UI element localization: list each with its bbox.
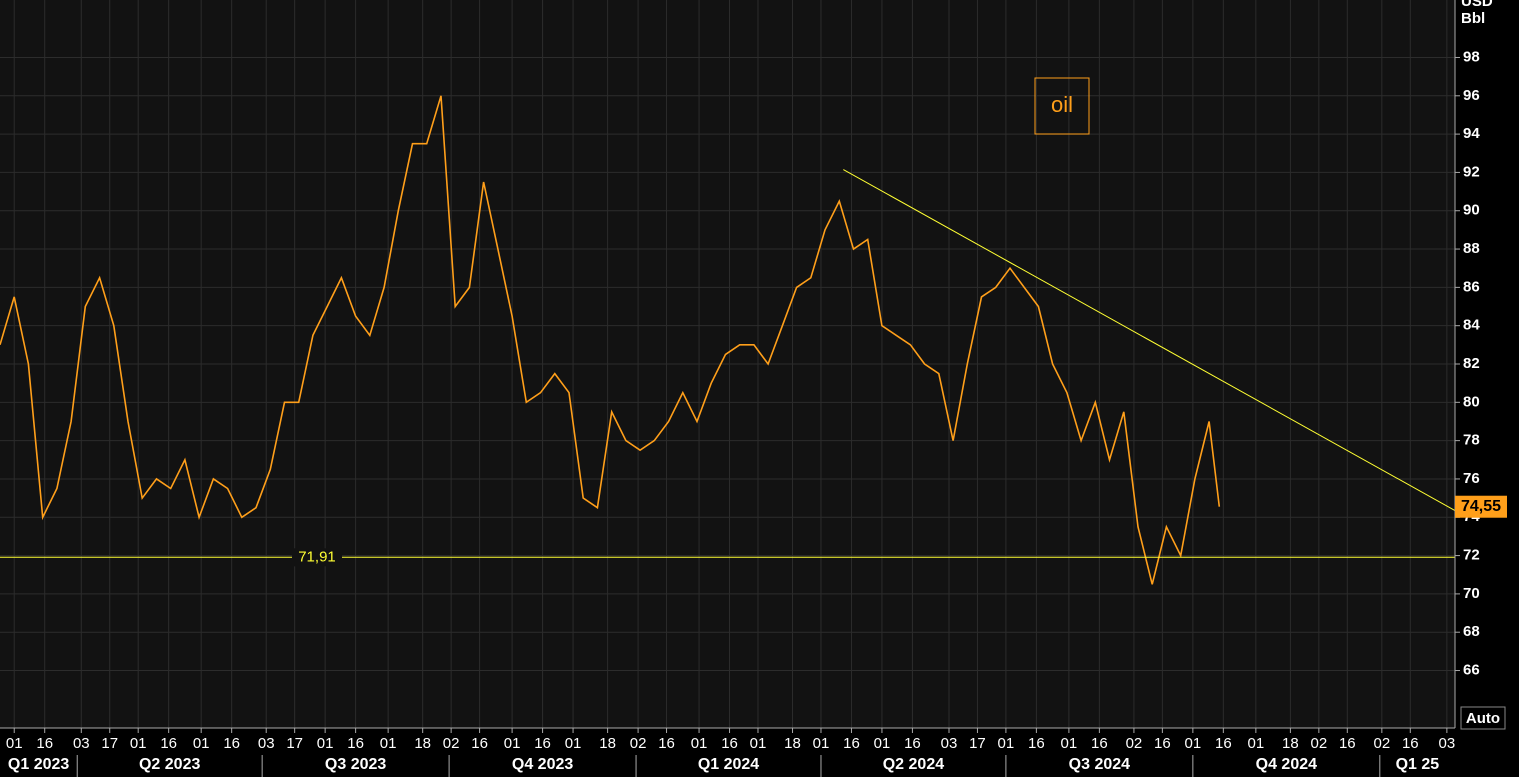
price-line: [0, 95, 1221, 585]
y-unit: USD: [1461, 0, 1493, 10]
x-tick-label: 16: [1215, 735, 1232, 752]
x-tick-label: 16: [471, 735, 488, 752]
x-tick-label: 17: [969, 735, 986, 752]
x-tick-label: 01: [813, 735, 830, 752]
x-tick-label: 16: [160, 735, 177, 752]
auto-button-label[interactable]: Auto: [1466, 710, 1500, 727]
x-tick-label: 03: [258, 735, 275, 752]
support-label-bg: [292, 548, 342, 567]
y-unit: Bbl: [1461, 10, 1485, 27]
x-tick-label: 02: [1373, 735, 1390, 752]
y-tick-label: 94: [1463, 125, 1480, 142]
y-tick-label: 68: [1463, 623, 1480, 640]
x-tick-label: 03: [941, 735, 958, 752]
x-tick-label: 01: [317, 735, 334, 752]
y-tick-label: 78: [1463, 432, 1480, 449]
quarter-label: Q3 2024: [1069, 756, 1130, 773]
y-tick-label: 86: [1463, 278, 1480, 295]
quarter-label: Q1 2023: [8, 756, 69, 773]
x-tick-label: 18: [414, 735, 431, 752]
last-price-tag: [1455, 495, 1507, 518]
y-tick-label: 66: [1463, 661, 1480, 678]
x-tick-label: 16: [721, 735, 738, 752]
x-tick-label: 16: [1154, 735, 1171, 752]
x-tick-label: 16: [1091, 735, 1108, 752]
x-tick-label: 18: [784, 735, 801, 752]
x-tick-label: 03: [73, 735, 90, 752]
trendline: [843, 169, 1456, 511]
x-tick-label: 01: [750, 735, 767, 752]
quarter-label: Q2 2023: [139, 756, 200, 773]
x-tick-label: 18: [599, 735, 616, 752]
support-label: 71,91: [298, 548, 336, 565]
x-tick-label: 01: [193, 735, 210, 752]
x-tick-label: 16: [223, 735, 240, 752]
x-tick-label: 01: [130, 735, 147, 752]
x-tick-label: 17: [286, 735, 303, 752]
y-tick-label: 92: [1463, 163, 1480, 180]
x-tick-label: 01: [1248, 735, 1265, 752]
y-tick-label: 90: [1463, 202, 1480, 219]
y-tick-label: 82: [1463, 355, 1480, 372]
legend-label: oil: [1051, 92, 1073, 117]
x-tick-label: 02: [443, 735, 460, 752]
x-tick-label: 16: [1402, 735, 1419, 752]
x-tick-label: 16: [843, 735, 860, 752]
quarter-label: Q3 2023: [325, 756, 386, 773]
x-tick-label: 01: [565, 735, 582, 752]
x-tick-label: 16: [1339, 735, 1356, 752]
y-tick-label: 98: [1463, 48, 1480, 65]
x-tick-label: 16: [658, 735, 675, 752]
y-tick-label: 70: [1463, 585, 1480, 602]
quarter-label: Q1 25: [1396, 756, 1440, 773]
y-tick-label: 76: [1463, 470, 1480, 487]
x-tick-label: 17: [101, 735, 118, 752]
x-tick-label: 01: [874, 735, 891, 752]
y-tick-label: 80: [1463, 393, 1480, 410]
quarter-label: Q4 2024: [1256, 756, 1317, 773]
y-tick-label: 84: [1463, 317, 1480, 334]
x-tick-label: 02: [630, 735, 647, 752]
x-tick-label: 02: [1126, 735, 1143, 752]
y-tick-label: 96: [1463, 87, 1480, 104]
x-tick-label: 01: [380, 735, 397, 752]
x-tick-label: 01: [504, 735, 521, 752]
auto-button[interactable]: [1460, 706, 1506, 730]
quarter-label: Q2 2024: [883, 756, 944, 773]
x-tick-label: 18: [1282, 735, 1299, 752]
x-tick-label: 16: [534, 735, 551, 752]
quarter-label: Q4 2023: [512, 756, 573, 773]
x-tick-label: 16: [36, 735, 53, 752]
x-tick-label: 01: [691, 735, 708, 752]
x-tick-label: 01: [998, 735, 1015, 752]
legend-box: [1034, 77, 1090, 135]
x-tick-label: 16: [347, 735, 364, 752]
x-tick-label: 16: [1028, 735, 1045, 752]
x-tick-label: 01: [1061, 735, 1078, 752]
x-tick-label: 16: [904, 735, 921, 752]
quarter-label: Q1 2024: [698, 756, 759, 773]
y-tick-label: 88: [1463, 240, 1480, 257]
x-tick-label: 01: [6, 735, 23, 752]
x-tick-label: 02: [1311, 735, 1328, 752]
y-tick-label: 72: [1463, 547, 1480, 564]
x-tick-label: 03: [1439, 735, 1456, 752]
x-tick-label: 01: [1185, 735, 1202, 752]
last-price-label: 74,55: [1461, 498, 1501, 515]
